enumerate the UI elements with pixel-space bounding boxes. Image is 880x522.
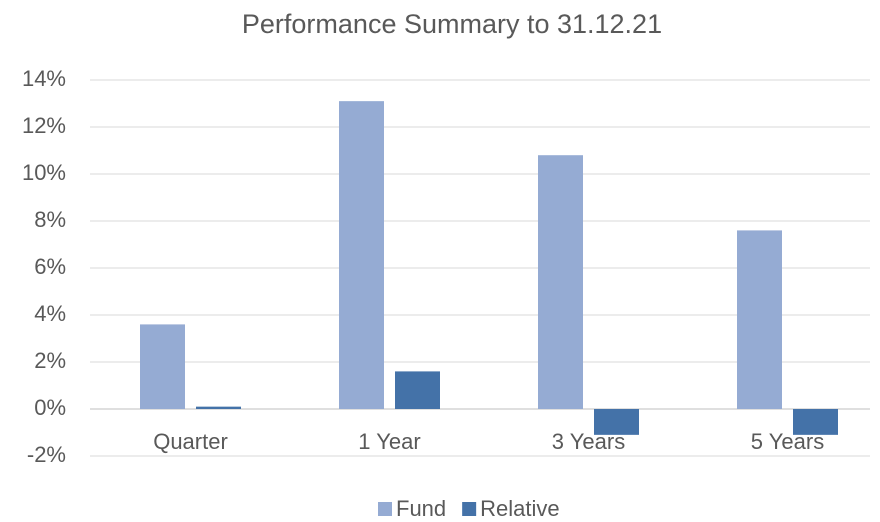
bar — [395, 371, 440, 409]
y-tick-label: 6% — [34, 254, 66, 279]
x-tick-label: 3 Years — [552, 429, 625, 454]
bar — [538, 155, 583, 409]
legend-swatch — [378, 502, 392, 516]
bar — [140, 324, 185, 409]
bar — [737, 230, 782, 409]
x-tick-label: Quarter — [153, 429, 228, 454]
bar — [339, 101, 384, 410]
y-tick-label: 12% — [22, 113, 66, 138]
bar — [594, 409, 639, 435]
y-tick-label: 4% — [34, 301, 66, 326]
y-tick-label: 2% — [34, 348, 66, 373]
x-tick-label: 1 Year — [358, 429, 420, 454]
bar — [793, 409, 838, 435]
y-tick-label: 8% — [34, 207, 66, 232]
y-tick-label: 10% — [22, 160, 66, 185]
y-tick-label: -2% — [27, 442, 66, 467]
bar — [196, 406, 241, 409]
chart-title: Performance Summary to 31.12.21 — [242, 9, 662, 39]
legend-label: Relative — [480, 496, 559, 521]
x-tick-label: 5 Years — [751, 429, 824, 454]
legend-label: Fund — [396, 496, 446, 521]
y-tick-label: 14% — [22, 66, 66, 91]
legend-swatch — [462, 502, 477, 516]
y-tick-label: 0% — [34, 395, 66, 420]
